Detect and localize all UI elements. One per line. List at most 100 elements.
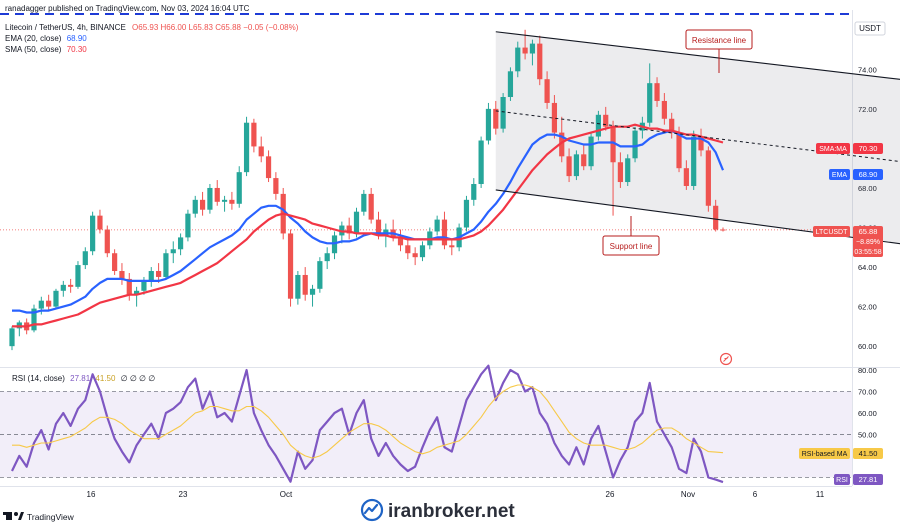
iranbroker-brand[interactable]: iranbroker.net [360, 498, 515, 522]
candle-body [53, 290, 59, 307]
rsi-legend-value: 27.81 [70, 374, 91, 383]
candle [610, 120, 616, 216]
candle-body [683, 168, 689, 186]
last-price-change: −8.89% [856, 239, 880, 246]
candle-body [361, 193, 367, 212]
candle [104, 225, 110, 258]
ema-badge: EMA 68.90 [829, 169, 883, 180]
candle [148, 267, 154, 287]
time-axis[interactable]: 16 23 Oct 26 Nov 6 11 [87, 490, 825, 499]
price-pane[interactable] [0, 12, 900, 351]
candle [90, 211, 96, 256]
sma-legend: SMA (50, close) 70.30 [5, 45, 87, 54]
candle [698, 128, 704, 157]
drawing-tool-icon[interactable] [719, 352, 733, 366]
candle-body [595, 114, 601, 137]
candle-body [46, 300, 52, 307]
candle [691, 130, 697, 190]
candle-body [405, 245, 411, 254]
last-symbol-label: LTCUSDT [816, 229, 848, 236]
candle [75, 261, 81, 289]
candle [31, 304, 37, 333]
time-tick-label: 23 [179, 490, 188, 499]
candle [669, 112, 675, 139]
candle [515, 41, 521, 78]
candle-body [353, 211, 360, 234]
candle [449, 239, 455, 256]
candle [617, 152, 623, 188]
candle [434, 215, 440, 236]
ema-badge-value: 68.90 [859, 170, 878, 179]
candle [471, 178, 477, 206]
rsi-legend: RSI (14, close) 27.81 41.50 ∅ ∅ ∅ ∅ [12, 374, 155, 383]
candle-body [75, 265, 81, 287]
candle [295, 271, 301, 305]
candle-body [581, 154, 587, 167]
candle-body [485, 108, 492, 141]
candle [720, 227, 726, 232]
candle [82, 247, 88, 270]
rsi-tick-label: 70.00 [858, 387, 877, 396]
candle-body [309, 288, 316, 295]
candle-body [214, 187, 220, 202]
candle [170, 241, 176, 264]
rsi-badge: RSI 27.81 [834, 474, 883, 485]
candle [156, 263, 162, 283]
candle [647, 63, 653, 127]
rsi-pane[interactable] [0, 364, 852, 484]
candle-body [515, 47, 521, 72]
price-tick-label: 64.00 [858, 263, 877, 272]
candle [654, 77, 660, 107]
candle-body [199, 199, 206, 210]
time-tick-label: 6 [753, 490, 758, 499]
rsi-tick-label: 50.00 [858, 430, 877, 439]
candle [221, 195, 228, 212]
candle-body [471, 184, 477, 200]
candle-body [90, 215, 96, 252]
rsi-legend-extra: ∅ ∅ ∅ ∅ [121, 374, 156, 383]
candle [317, 257, 323, 293]
candle-body [537, 43, 543, 80]
candle [559, 116, 565, 163]
currency-badge[interactable] [854, 21, 886, 36]
candle-body [551, 102, 558, 133]
time-tick-label: 26 [606, 490, 615, 499]
candle-body [287, 233, 294, 299]
time-tick-label: Nov [681, 490, 695, 499]
resistance-callout: Resistance line [685, 29, 753, 73]
candle [134, 286, 140, 307]
candle [287, 229, 294, 307]
sma-line [12, 123, 724, 328]
symbol-line: Litecoin / TetherUS, 4h, BINANCE O65.93 … [5, 23, 299, 32]
candle [529, 39, 536, 66]
candle [500, 93, 506, 133]
candle-body [669, 118, 675, 133]
candle-body [346, 225, 352, 234]
candle [661, 93, 667, 125]
candle [324, 247, 330, 270]
candle-body [221, 199, 228, 202]
candle-body [566, 156, 572, 177]
price-tick-label: 60.00 [858, 342, 877, 351]
candle [463, 195, 470, 232]
candle [265, 150, 272, 183]
candle-body [529, 43, 536, 54]
rsi-tick-label: 80.00 [858, 366, 877, 375]
candle [214, 180, 220, 206]
candle-body [617, 162, 623, 183]
price-tick-label: 62.00 [858, 303, 877, 312]
candle-body [713, 205, 719, 230]
tradingview-logo[interactable]: TradingView [3, 512, 75, 522]
candle-body [163, 253, 169, 277]
candle-body [134, 290, 140, 295]
candle [229, 191, 235, 210]
candle-body [60, 284, 66, 291]
sma-badge-label: SMA:MA [819, 146, 847, 153]
candle [361, 189, 367, 216]
candle-body [185, 213, 191, 238]
candle [493, 100, 499, 135]
support-callout: Support line [602, 216, 660, 256]
candle-body [588, 136, 594, 167]
candle [126, 272, 132, 301]
candle [441, 211, 448, 250]
